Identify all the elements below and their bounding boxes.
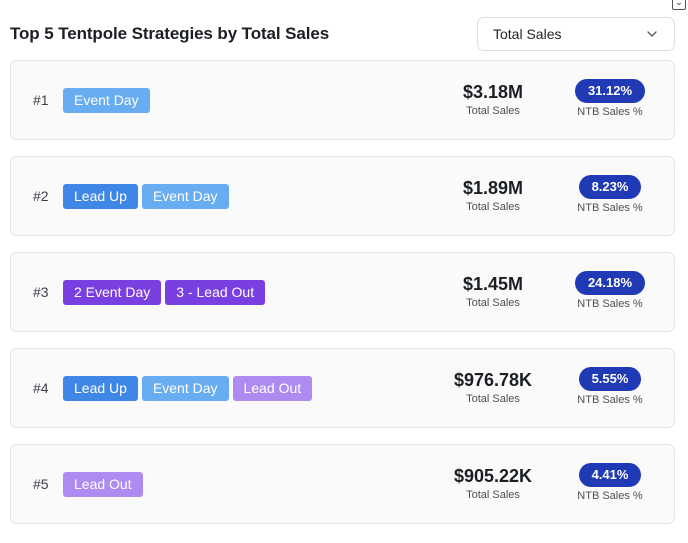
ntb-sales: 24.18% NTB Sales % (571, 271, 649, 311)
tag-lead-up: Lead Up (63, 375, 138, 401)
total-sales: $905.22K Total Sales (431, 465, 555, 502)
ntb-sales-label: NTB Sales % (577, 202, 643, 214)
strategy-tags: Lead Up Event Day Lead Out (63, 349, 313, 427)
dropdown-selected-value: Total Sales (493, 26, 562, 42)
ntb-sales: 8.23% NTB Sales % (571, 175, 649, 215)
chevron-down-icon (647, 31, 657, 37)
collapse-icon[interactable]: ⌄ (672, 0, 686, 10)
total-sales: $3.18M Total Sales (431, 81, 555, 118)
total-sales: $1.45M Total Sales (431, 273, 555, 310)
tag-event-day-2: 2 Event Day (63, 279, 162, 305)
total-sales-value: $976.78K (453, 370, 533, 390)
total-sales-value: $3.18M (462, 82, 524, 102)
total-sales-label: Total Sales (466, 297, 520, 309)
ntb-sales-badge: 24.18% (574, 271, 646, 295)
strategy-card: #1 Event Day $3.18M Total Sales 31.12% N… (10, 60, 675, 140)
rank-label: #5 (33, 476, 49, 492)
total-sales-value: $1.45M (462, 274, 524, 294)
page-title: Top 5 Tentpole Strategies by Total Sales (10, 24, 330, 43)
strategy-tags: 2 Event Day 3 - Lead Out (63, 253, 266, 331)
rank-label: #4 (33, 380, 49, 396)
ntb-sales-label: NTB Sales % (577, 298, 643, 310)
tag-lead-out: Lead Out (232, 375, 313, 401)
strategy-card: #4 Lead Up Event Day Lead Out $976.78K T… (10, 348, 675, 428)
strategy-tags: Lead Up Event Day (63, 157, 229, 235)
total-sales-value: $1.89M (462, 178, 524, 198)
ntb-sales: 4.41% NTB Sales % (571, 463, 649, 503)
ntb-sales-badge: 31.12% (574, 79, 646, 103)
total-sales: $1.89M Total Sales (431, 177, 555, 214)
strategy-card: #5 Lead Out $905.22K Total Sales 4.41% N… (10, 444, 675, 524)
strategy-card: #2 Lead Up Event Day $1.89M Total Sales … (10, 156, 675, 236)
tag-event-day: Event Day (63, 87, 150, 113)
rank-label: #2 (33, 188, 49, 204)
strategy-tags: Lead Out (63, 445, 143, 523)
tag-lead-up: Lead Up (63, 183, 138, 209)
rank-label: #3 (33, 284, 49, 300)
tag-event-day: Event Day (141, 183, 229, 209)
total-sales-label: Total Sales (466, 489, 520, 501)
ntb-sales-label: NTB Sales % (577, 106, 643, 118)
strategy-list: #1 Event Day $3.18M Total Sales 31.12% N… (10, 60, 675, 540)
total-sales-value: $905.22K (453, 466, 533, 486)
header: Top 5 Tentpole Strategies by Total Sales… (10, 16, 675, 52)
tag-lead-out: Lead Out (63, 471, 143, 497)
ntb-sales-label: NTB Sales % (577, 490, 643, 502)
tag-lead-out-3: 3 - Lead Out (165, 279, 266, 305)
ntb-sales: 31.12% NTB Sales % (571, 79, 649, 119)
strategy-tags: Event Day (63, 61, 150, 139)
total-sales-label: Total Sales (466, 105, 520, 117)
ntb-sales-badge: 5.55% (578, 367, 642, 391)
ntb-sales-label: NTB Sales % (577, 394, 643, 406)
total-sales-label: Total Sales (466, 393, 520, 405)
tag-event-day: Event Day (141, 375, 229, 401)
strategy-card: #3 2 Event Day 3 - Lead Out $1.45M Total… (10, 252, 675, 332)
ntb-sales-badge: 8.23% (578, 175, 642, 199)
total-sales: $976.78K Total Sales (431, 369, 555, 406)
ntb-sales-badge: 4.41% (578, 463, 642, 487)
total-sales-label: Total Sales (466, 201, 520, 213)
metric-dropdown[interactable]: Total Sales (477, 17, 675, 51)
ntb-sales: 5.55% NTB Sales % (571, 367, 649, 407)
rank-label: #1 (33, 92, 49, 108)
